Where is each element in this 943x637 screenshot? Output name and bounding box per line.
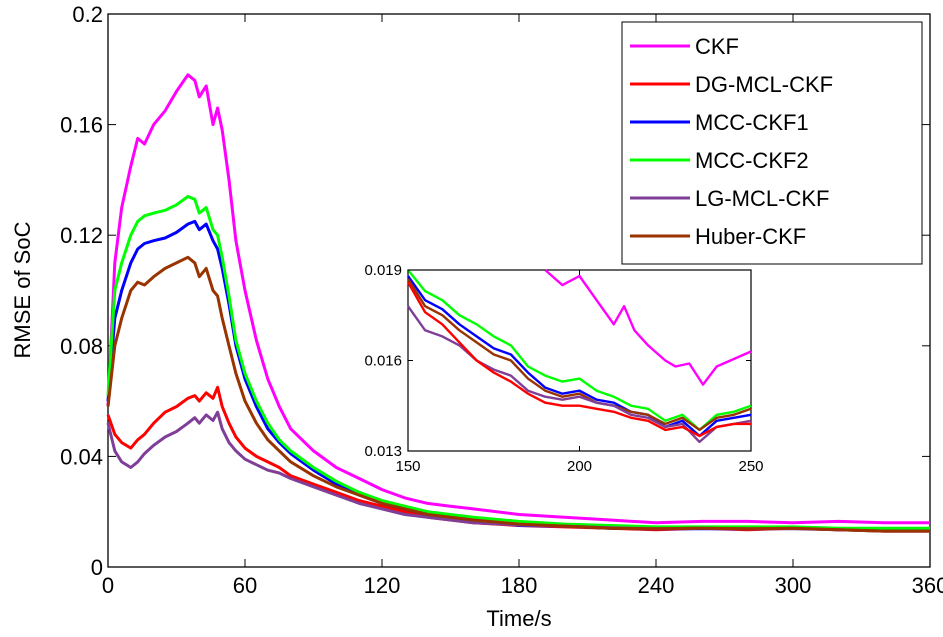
- inset-series-line-dg-mcl-ckf: [406, 281, 751, 438]
- x-tick-label: 0: [102, 573, 114, 598]
- y-tick-label: 0.12: [60, 223, 103, 248]
- legend-item-lg-mcl-ckf: LG-MCL-CKF: [630, 186, 829, 211]
- legend-item-ckf: CKF: [630, 34, 739, 59]
- x-tick-label: 60: [233, 573, 257, 598]
- inset-series-lines: [406, 269, 752, 444]
- x-tick-label: 240: [638, 573, 675, 598]
- legend-label: LG-MCL-CKF: [695, 186, 829, 211]
- legend-label: DG-MCL-CKF: [695, 72, 833, 97]
- series-line-mcc-ckf2: [106, 195, 930, 530]
- legend-item-huber-ckf: Huber-CKF: [630, 224, 806, 249]
- legend-item-mcc-ckf1: MCC-CKF1: [630, 110, 809, 135]
- inset-axis-ticks: 150 200 250 0.013 0.016 0.019: [364, 262, 763, 475]
- legend: CKF DG-MCL-CKF MCC-CKF1 MCC-CKF2 LG-MCL-CKF H…: [630, 34, 833, 249]
- y-axis-title: RMSE of SoC: [10, 221, 35, 358]
- x-tick-label: 360: [912, 573, 943, 598]
- legend-item-dg-mcl-ckf: DG-MCL-CKF: [630, 72, 833, 97]
- legend-label: CKF: [695, 34, 739, 59]
- main-series-lines: [106, 73, 930, 533]
- main-axis-ticks: 0 60 120 180 240 300 360 0 0.04 0.08 0.12 0.16 0.2: [60, 2, 943, 598]
- inset-y-tick-label: 0.019: [364, 262, 402, 279]
- x-tick-label: 180: [501, 573, 538, 598]
- inset-series-line-mcc-ckf1: [407, 275, 752, 438]
- inset-plot-area: [407, 269, 752, 452]
- series-line-huber-ckf: [106, 255, 930, 533]
- x-tick-label: 300: [775, 573, 812, 598]
- x-axis-title: Time/s: [486, 606, 551, 631]
- series-line-ckf: [106, 73, 930, 525]
- inset-x-tick-label: 150: [395, 458, 420, 475]
- y-tick-label: 0: [91, 555, 103, 580]
- inset-series-line-ckf: [544, 269, 752, 386]
- inset-x-tick-label: 200: [567, 458, 592, 475]
- inset-series-line-lg-mcl-ckf: [407, 305, 752, 444]
- x-tick-label: 120: [364, 573, 401, 598]
- y-tick-label: 0.2: [72, 2, 103, 27]
- y-tick-label: 0.08: [60, 334, 103, 359]
- legend-label: MCC-CKF1: [695, 110, 809, 135]
- inset-x-tick-label: 250: [738, 458, 763, 475]
- inset-y-tick-label: 0.013: [364, 443, 402, 460]
- legend-box: [621, 21, 923, 265]
- legend-item-mcc-ckf2: MCC-CKF2: [630, 148, 809, 173]
- legend-label: Huber-CKF: [695, 224, 806, 249]
- legend-label: MCC-CKF2: [695, 148, 809, 173]
- y-tick-label: 0.04: [60, 444, 103, 469]
- inset-y-tick-label: 0.016: [364, 353, 402, 370]
- inset-series-line-huber-ckf: [406, 278, 752, 432]
- y-tick-label: 0.16: [60, 113, 103, 138]
